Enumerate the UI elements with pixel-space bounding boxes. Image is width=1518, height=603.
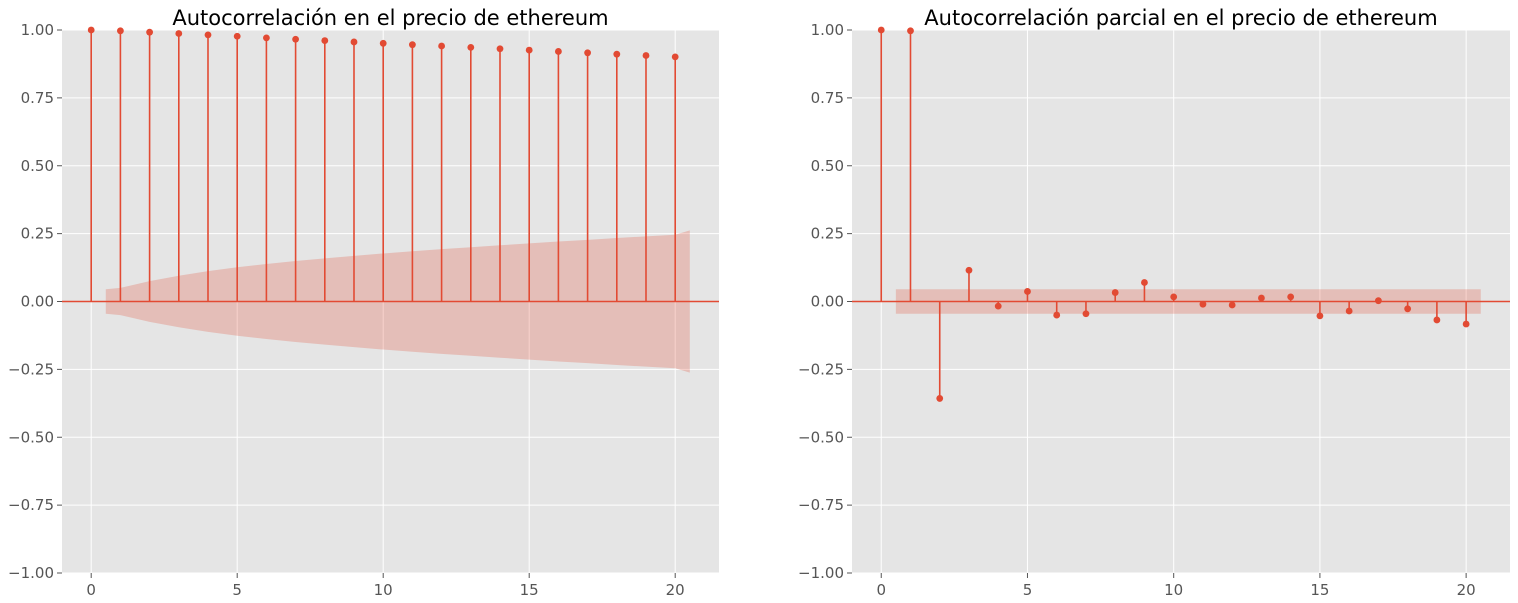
pacf-point-lag-11 [1199,300,1207,308]
pacf-point-lag-20 [1462,320,1470,328]
acf-point-lag-7 [292,35,299,43]
acf-ytick-label-8: 1.00 [21,21,54,39]
acf-point-lag-2 [146,28,154,36]
pacf-point-lag-13 [1258,294,1265,302]
pacf-chart-title: Autocorrelación parcial en el precio de … [924,6,1437,30]
pacf-xtick-label-0: 0 [876,581,886,599]
pacf-point-lag-18 [1404,305,1412,313]
acf-point-lag-11 [409,41,416,49]
pacf-ytick-label-5: 0.25 [811,225,844,243]
acf-point-lag-14 [496,45,504,53]
acf-point-lag-10 [379,39,387,47]
pacf-point-lag-15 [1316,312,1324,320]
acf-point-lag-1 [117,27,124,35]
acf-xtick-label-1: 5 [232,581,242,599]
pacf-point-lag-0 [877,26,885,34]
pacf-ytick-label-7: 0.75 [811,89,844,107]
acf-ytick-label-4: 0.00 [21,293,54,311]
pacf-ytick-label-8: 1.00 [811,21,844,39]
acf-xtick-label-4: 20 [666,581,685,599]
acf-ytick-label-7: 0.75 [21,89,54,107]
acf-point-lag-3 [175,30,183,37]
pacf-point-lag-2 [936,395,944,402]
acf-point-lag-4 [204,31,212,39]
acf-point-lag-20 [671,53,679,61]
pacf-point-lag-9 [1141,279,1148,286]
acf-point-lag-17 [584,49,591,57]
pacf-point-lag-8 [1111,289,1119,296]
pacf-xtick-label-3: 15 [1310,581,1329,599]
pacf-ytick-label-1: −0.75 [798,496,844,514]
pacf-point-lag-10 [1170,293,1178,301]
acf-point-lag-13 [467,43,475,51]
pacf-xtick-label-2: 10 [1164,581,1183,599]
pacf-point-lag-4 [994,302,1002,310]
acf-point-lag-12 [438,42,445,50]
pacf-ytick-label-0: −1.00 [798,564,844,582]
acf-point-lag-5 [233,32,241,40]
acf-ytick-label-6: 0.50 [21,157,54,175]
pacf-point-lag-19 [1433,316,1441,324]
acf-xtick-label-0: 0 [86,581,96,599]
pacf-ytick-label-4: 0.00 [811,293,844,311]
pacf-point-lag-6 [1053,311,1061,319]
pacf-xtick-label-1: 5 [1023,581,1033,599]
pacf-point-lag-16 [1345,307,1353,315]
acf-ytick-label-3: −0.25 [8,360,54,378]
acf-ytick-label-0: −1.00 [8,564,54,582]
pacf-point-lag-12 [1228,301,1236,309]
acf-point-lag-19 [642,52,650,59]
acf-point-lag-0 [87,26,95,34]
pacf-ytick-label-3: −0.25 [798,360,844,378]
acf-xtick-label-3: 15 [520,581,539,599]
pacf-point-lag-17 [1375,297,1382,305]
pacf-point-lag-3 [965,266,973,274]
acf-point-lag-16 [555,48,562,55]
acf-point-lag-8 [321,37,329,44]
pacf-ytick-label-6: 0.50 [811,157,844,175]
pacf-xtick-label-4: 20 [1457,581,1476,599]
acf-point-lag-6 [263,34,270,42]
pacf-chart: Autocorrelación parcial en el precio de … [798,6,1510,599]
pacf-point-lag-7 [1082,310,1090,318]
acf-point-lag-18 [613,50,621,58]
acf-ytick-label-5: 0.25 [21,225,54,243]
acf-xtick-label-2: 10 [374,581,393,599]
acf-ytick-label-2: −0.50 [8,428,54,446]
acf-chart-title: Autocorrelación en el precio de ethereum [172,6,608,30]
pacf-point-lag-1 [907,27,914,35]
pacf-ytick-label-2: −0.50 [798,428,844,446]
acf-point-lag-15 [525,46,533,54]
acf-chart: Autocorrelación en el precio de ethereum… [8,6,719,599]
pacf-point-lag-5 [1024,288,1031,295]
acf-ytick-label-1: −0.75 [8,496,54,514]
pacf-point-lag-14 [1287,293,1295,301]
acf-point-lag-9 [350,38,358,46]
